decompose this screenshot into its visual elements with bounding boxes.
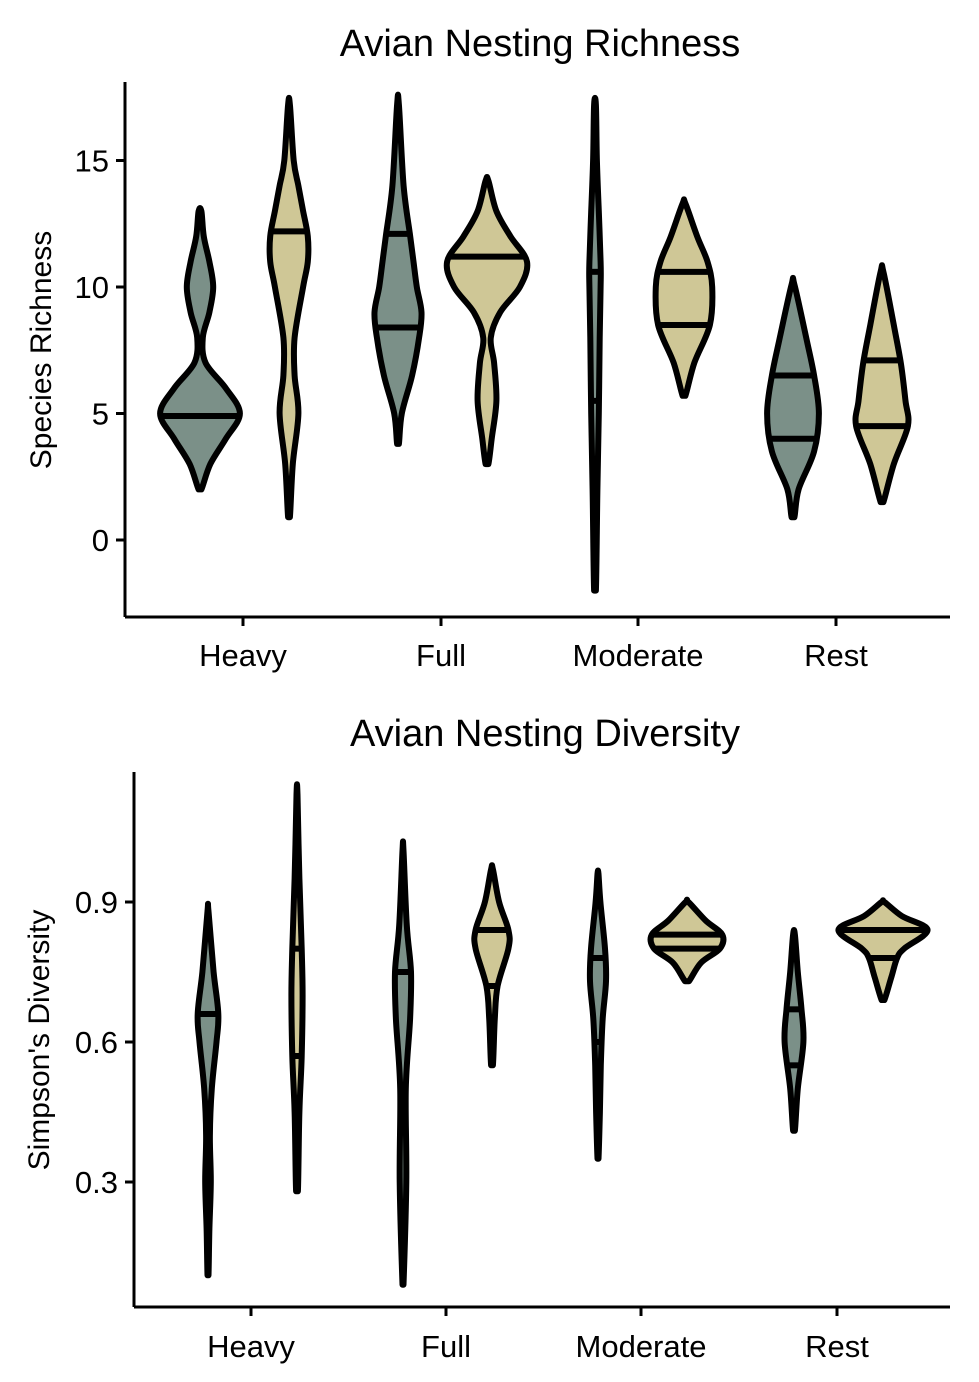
violin-heavy-a: [157, 204, 243, 493]
x-tick-label: Rest: [804, 638, 868, 673]
x-tick-label: Moderate: [573, 638, 704, 673]
violin-rest-b: [835, 897, 931, 1003]
richness-panel: Avian Nesting Richness Species Richness …: [25, 23, 950, 673]
violin-full-a: [391, 838, 415, 1288]
violin-heavy-b: [288, 781, 306, 1195]
violin-heavy-a: [194, 900, 222, 1279]
chart-title: Avian Nesting Richness: [340, 23, 741, 65]
chart-title: Avian Nesting Diversity: [350, 713, 740, 755]
violin-moderate-b: [652, 196, 716, 399]
x-tick-label: Heavy: [207, 1329, 295, 1364]
y-axis-label: Simpson's Diversity: [23, 910, 56, 1171]
violin-group: [194, 781, 931, 1288]
violin-moderate-a: [586, 867, 610, 1162]
y-tick-label: 0.9: [75, 885, 118, 920]
axes: 0 5 10 15 Heavy Full Moderate Rest: [75, 82, 950, 673]
y-tick-label: 15: [75, 144, 109, 179]
violin-group: [157, 91, 912, 594]
violin-rest-b: [852, 262, 912, 506]
x-tick-label: Full: [416, 638, 466, 673]
y-tick-label: 5: [92, 397, 109, 432]
y-tick-label: 0: [92, 523, 109, 558]
x-tick-label: Full: [421, 1329, 471, 1364]
x-tick-label: Moderate: [576, 1329, 707, 1364]
diversity-panel: Avian Nesting Diversity Simpson's Divers…: [23, 713, 950, 1364]
axes: 0.3 0.6 0.9 Heavy Full Moderate Rest: [75, 772, 950, 1364]
y-tick-label: 0.3: [75, 1165, 118, 1200]
y-tick-label: 10: [75, 270, 109, 305]
violin-rest-a: [764, 274, 822, 521]
violin-full-b: [443, 173, 531, 468]
x-tick-label: Rest: [805, 1329, 869, 1364]
violin-full-b: [471, 862, 513, 1069]
violin-moderate-b: [647, 896, 727, 985]
violin-full-a: [371, 91, 425, 447]
y-tick-label: 0.6: [75, 1025, 118, 1060]
y-axis-label: Species Richness: [25, 231, 58, 469]
violin-rest-a: [781, 926, 807, 1134]
violin-heavy-b: [266, 94, 312, 521]
violin-moderate-a: [586, 94, 604, 594]
x-tick-label: Heavy: [199, 638, 287, 673]
